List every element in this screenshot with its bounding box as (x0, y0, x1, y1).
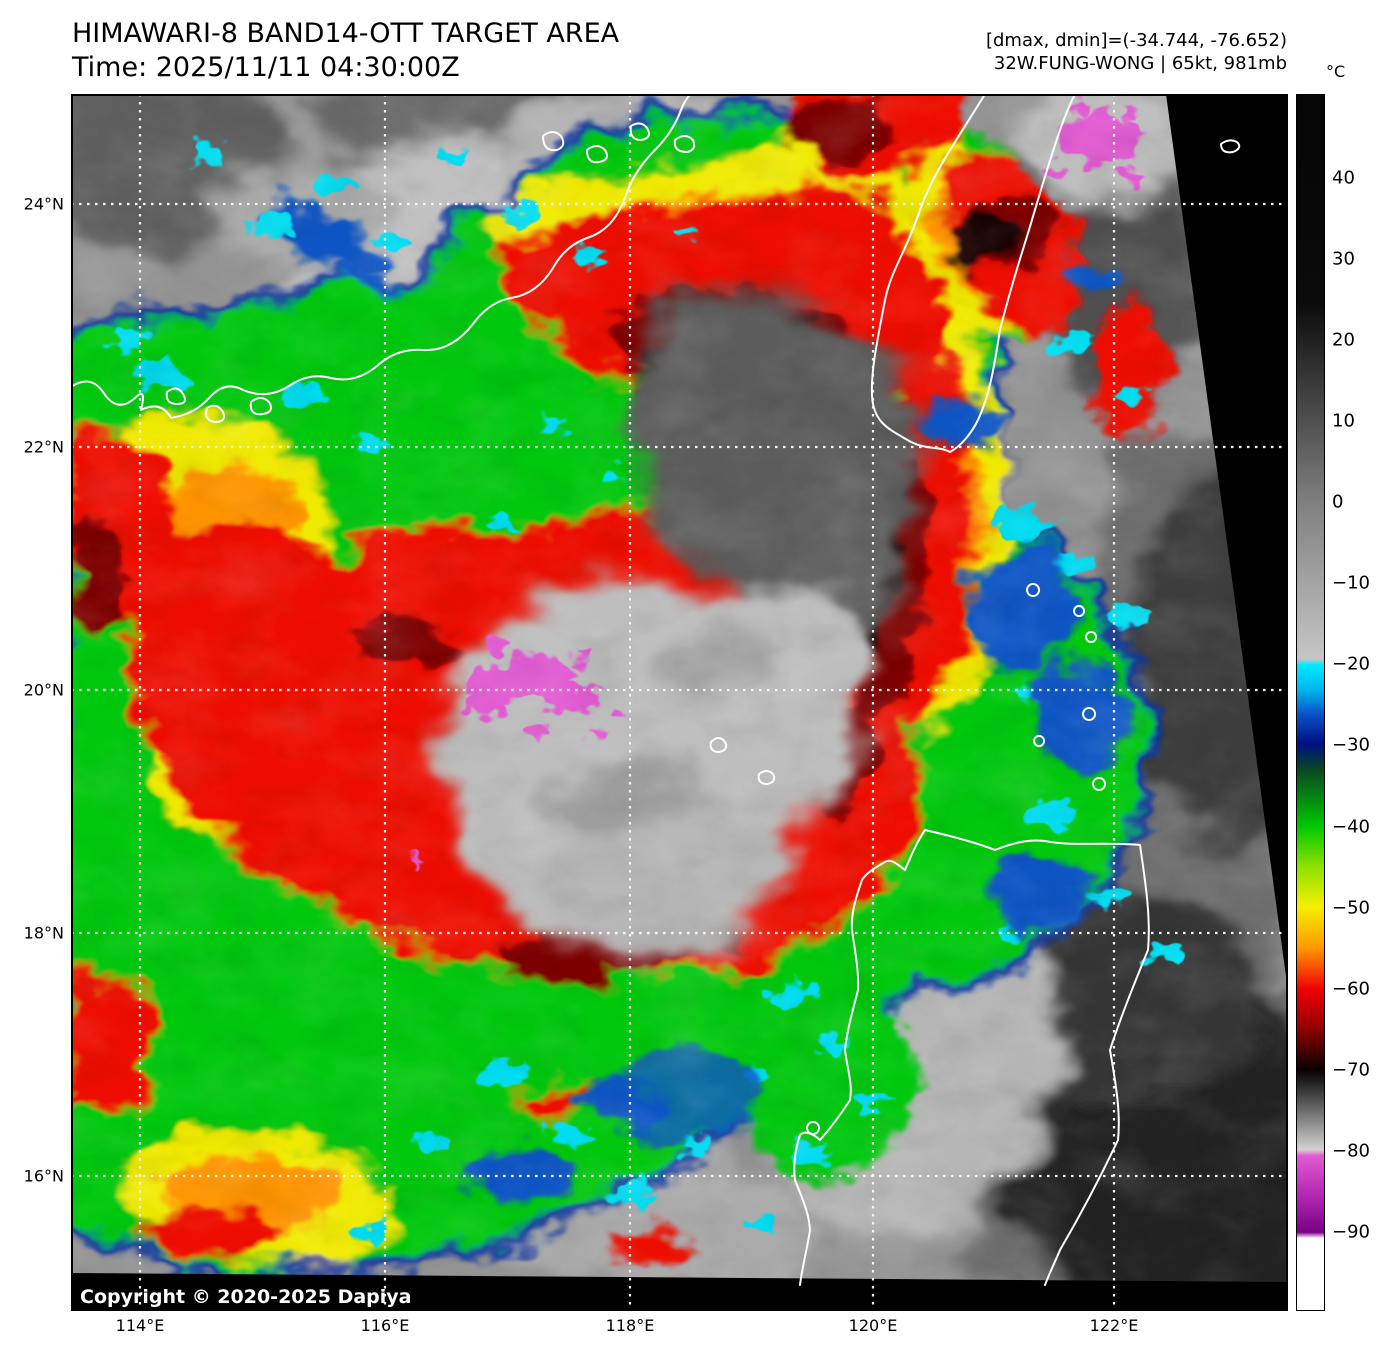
no-data-wedge (1166, 95, 1287, 984)
lon-label-120e: 120°E (848, 1316, 898, 1335)
coastline-luzon (793, 829, 926, 1286)
colorbar-tick: −30 (1332, 734, 1370, 756)
temperature-colorbar (1296, 94, 1325, 1311)
colorbar-tick: 0 (1332, 491, 1344, 513)
map-frame (71, 94, 1288, 1311)
lon-label-118e: 118°E (605, 1316, 655, 1335)
colorbar-tick: −80 (1332, 1140, 1370, 1162)
colorbar-unit: °C (1326, 62, 1346, 81)
lat-label-24n: 24°N (23, 194, 64, 214)
island-outlines (709, 139, 1241, 1135)
coastline-luzon-north-east (924, 829, 1150, 1286)
no-data-bottom-strip (72, 1273, 1287, 1310)
lat-label-22n: 22°N (23, 437, 64, 457)
dmax-dmin-readout: [dmax, dmin]=(-34.744, -76.652) (985, 30, 1287, 51)
copyright-notice: Copyright © 2020-2025 Dapiya (80, 1286, 412, 1308)
colorbar-tick: −60 (1332, 978, 1370, 1000)
colorbar-tick: −40 (1332, 816, 1370, 838)
colorbar-tick: −10 (1332, 572, 1370, 594)
lat-label-18n: 18°N (23, 923, 64, 943)
lon-label-114e: 114°E (115, 1316, 165, 1335)
coastline-china (72, 95, 691, 419)
colorbar-tick: −70 (1332, 1059, 1370, 1081)
coastlines (72, 95, 1241, 1286)
satellite-image (71, 94, 1288, 1311)
timestamp: Time: 2025/11/11 04:30:00Z (72, 52, 460, 83)
page-title: HIMAWARI-8 BAND14-OTT TARGET AREA (72, 18, 620, 49)
coastline-china-islands (165, 122, 696, 423)
lat-label-16n: 16°N (23, 1166, 64, 1186)
coastline-taiwan (870, 95, 1076, 453)
cloud-texture-noise-dark (72, 95, 1287, 1310)
colorbar-tick: 20 (1332, 329, 1355, 351)
colorbar-tick: 40 (1332, 167, 1355, 189)
colorbar-tick: 30 (1332, 248, 1355, 270)
colorbar-tick: −50 (1332, 897, 1370, 919)
graticule-gridlines (72, 95, 1287, 1310)
colorbar-tick: 10 (1332, 410, 1355, 432)
colorbar-tick: −20 (1332, 653, 1370, 675)
lon-label-122e: 122°E (1089, 1316, 1139, 1335)
colorbar-tick: −90 (1332, 1221, 1370, 1243)
storm-info: 32W.FUNG-WONG | 65kt, 981mb (993, 53, 1287, 74)
lat-label-20n: 20°N (23, 680, 64, 700)
lon-label-116e: 116°E (360, 1316, 410, 1335)
